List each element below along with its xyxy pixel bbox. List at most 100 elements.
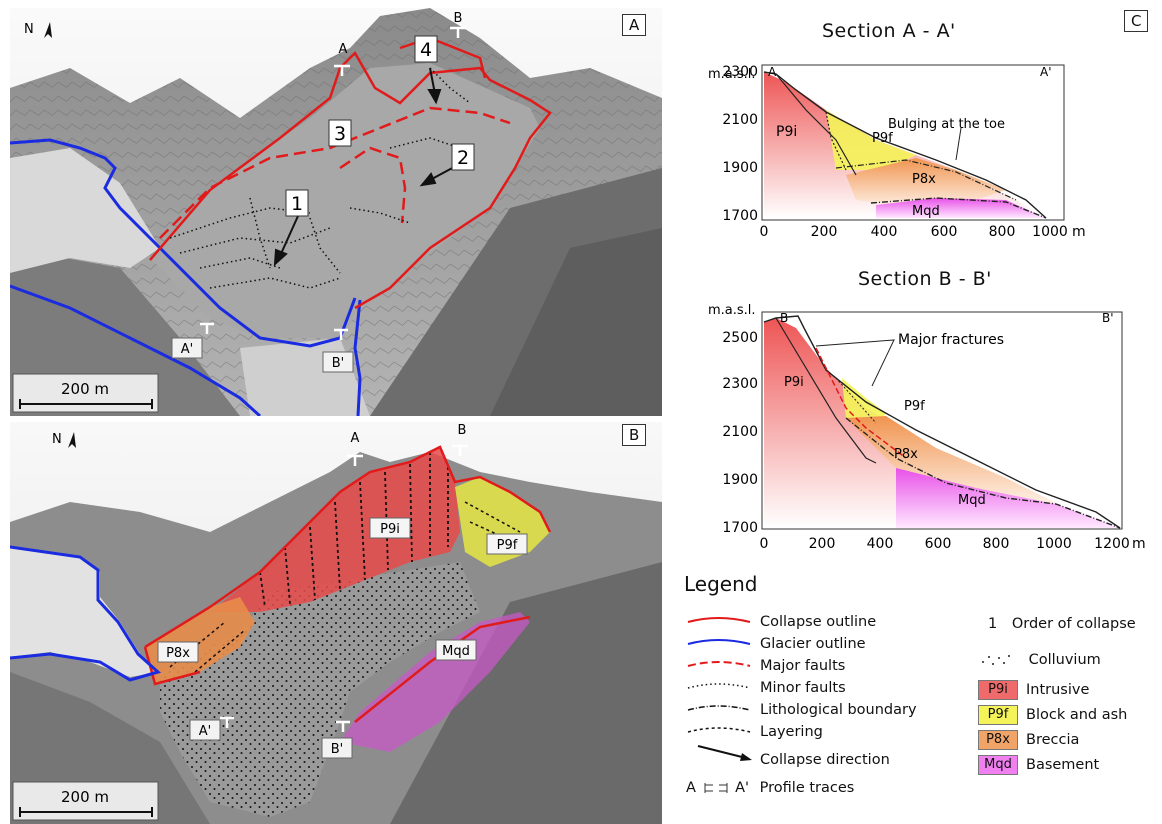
- unit-label-p9i: P9i: [380, 522, 400, 537]
- legend-unit-p8x-label: Breccia: [1026, 732, 1080, 748]
- section-a-ytick-2300: 2300: [722, 64, 758, 80]
- panel-a-drawing: 1 2 3 4 A B A' B' N 200 m: [10, 8, 662, 416]
- section-b-annotation: Major fractures: [898, 332, 1004, 348]
- north-arrow-icon-b: [68, 432, 76, 448]
- section-b-xunit: m: [1132, 536, 1146, 552]
- section-b-ytick-1700: 1700: [722, 520, 758, 536]
- legend-glacier-outline: Glacier outline: [760, 636, 866, 652]
- swatch-mqd: Mqd: [978, 755, 1018, 775]
- legend-layering: Layering: [760, 724, 823, 740]
- legend-lithological-boundary: Lithological boundary: [760, 702, 917, 718]
- section-b-unit-p9i: P9i: [784, 375, 804, 390]
- collapse-number-labels: 1 2 3 4: [285, 35, 475, 217]
- profile-label-a-top-b: A: [351, 431, 360, 446]
- section-b-title: Section B - B': [858, 268, 992, 290]
- scale-label-a: 200 m: [61, 380, 109, 398]
- legend-order-of-collapse: 1 Order of collapse: [988, 616, 1136, 632]
- section-b-ytick-2300: 2300: [722, 376, 758, 392]
- section-b-ytick-2500: 2500: [722, 330, 758, 346]
- colluvium-dots-icon: [978, 652, 1016, 668]
- section-a-ytick-1700: 1700: [722, 208, 758, 224]
- north-label-b: N: [52, 432, 62, 447]
- section-b-unit-p9f: P9f: [904, 399, 925, 414]
- legend-unit-p9f: P9f Block and ash: [978, 705, 1127, 725]
- section-a-start: A: [768, 65, 777, 79]
- section-a-xtick-800: 800: [989, 224, 1016, 240]
- section-a-xtick-1000: 1000: [1032, 224, 1068, 240]
- profile-label-a-prime-b: A': [199, 724, 211, 739]
- legend-order-number: 1: [988, 616, 998, 632]
- section-a-unit-p9f: P9f: [872, 131, 893, 146]
- north-arrow-icon: [44, 22, 52, 38]
- profile-label-a-top: A: [339, 42, 348, 57]
- collapse-number-4: 4: [420, 39, 432, 61]
- profile-label-b-top-b: B: [458, 423, 467, 438]
- swatch-p8x: P8x: [978, 730, 1018, 750]
- section-a-unit-mqd: Mqd: [912, 204, 940, 219]
- scale-label-b: 200 m: [61, 788, 109, 806]
- legend-collapse-direction: Collapse direction: [760, 752, 890, 768]
- profile-label-b-prime: B': [332, 356, 345, 371]
- profile-trace-symbols-b: [220, 444, 468, 732]
- unit-label-p9f: P9f: [497, 538, 518, 553]
- north-label-a: N: [24, 22, 34, 37]
- section-b-xtick-400: 400: [867, 536, 894, 552]
- profile-trace-icon: [703, 781, 729, 795]
- photo-panel-b: P9i P9f P8x Mqd A B A' B' N 200 m B: [10, 422, 662, 824]
- legend-unit-p9i: P9i Intrusive: [978, 680, 1089, 700]
- section-b-ytick-2100: 2100: [722, 424, 758, 440]
- section-b-xtick-0: 0: [760, 536, 769, 552]
- section-a-xunit: m: [1072, 224, 1086, 240]
- section-b-xtick-1000: 1000: [1036, 536, 1072, 552]
- legend-major-faults: Major faults: [760, 658, 846, 674]
- legend-profile-traces: A A' Profile traces: [686, 780, 854, 796]
- section-b-end: B': [1102, 311, 1114, 325]
- section-a-xtick-600: 600: [931, 224, 958, 240]
- section-b-xtick-200: 200: [809, 536, 836, 552]
- section-b-ytick-1900: 1900: [722, 472, 758, 488]
- swatch-p9i: P9i: [978, 680, 1018, 700]
- legend-unit-mqd: Mqd Basement: [978, 755, 1099, 775]
- section-b-start: B: [780, 311, 788, 325]
- section-a-title: Section A - A': [822, 20, 956, 42]
- panel-b-tag: B: [622, 424, 647, 446]
- collapse-number-2: 2: [457, 147, 469, 169]
- legend-order-label: Order of collapse: [1011, 616, 1136, 632]
- section-b-unit-p8x: P8x: [894, 447, 918, 462]
- legend-line-symbols: [687, 617, 752, 761]
- legend-title: Legend: [684, 572, 758, 596]
- legend-profile-label: Profile traces: [759, 780, 855, 796]
- section-b-diagram: m.a.s.l. B B' Major fractures P9i P9f P8…: [708, 303, 1146, 552]
- legend-unit-p9f-label: Block and ash: [1026, 707, 1128, 723]
- unit-label-mqd: Mqd: [442, 644, 470, 659]
- collapse-number-3: 3: [334, 123, 346, 145]
- section-a-xtick-400: 400: [871, 224, 898, 240]
- profile-trace-symbols-a: [200, 26, 466, 340]
- section-a-ytick-2100: 2100: [722, 112, 758, 128]
- legend-unit-p9i-label: Intrusive: [1026, 682, 1090, 698]
- section-a-diagram: m.a.s.l. A A' Bulging at the toe P9i P9f…: [708, 64, 1086, 240]
- swatch-p9f: P9f: [978, 705, 1018, 725]
- section-a-unit-p9i: P9i: [776, 124, 797, 140]
- section-b-xtick-600: 600: [925, 536, 952, 552]
- legend-profile-suffix: A': [735, 780, 750, 796]
- profile-label-a-prime: A': [181, 342, 193, 357]
- panel-a-tag: A: [622, 14, 647, 36]
- section-a-annotation: Bulging at the toe: [888, 117, 1005, 132]
- section-a-xtick-200: 200: [811, 224, 838, 240]
- section-a-ytick-1900: 1900: [722, 160, 758, 176]
- section-a-xtick-0: 0: [760, 224, 769, 240]
- section-a-end: A': [1040, 65, 1052, 79]
- unit-label-p8x: P8x: [166, 646, 190, 661]
- section-b-xtick-800: 800: [983, 536, 1010, 552]
- legend-unit-mqd-label: Basement: [1026, 757, 1100, 773]
- section-a-ylabel: m.a.s.l.: [708, 67, 756, 82]
- photo-panel-a: 1 2 3 4 A B A' B' N 200 m A: [10, 8, 662, 416]
- section-a-unit-p8x: P8x: [912, 172, 936, 187]
- profile-label-b-top: B: [454, 11, 463, 26]
- legend-profile-prefix: A: [686, 780, 696, 796]
- legend-colluvium-label: Colluvium: [1028, 652, 1101, 668]
- section-b-ylabel: m.a.s.l.: [708, 303, 756, 318]
- section-b-xtick-1200: 1200: [1094, 536, 1130, 552]
- panel-c-tag: C: [1124, 10, 1149, 32]
